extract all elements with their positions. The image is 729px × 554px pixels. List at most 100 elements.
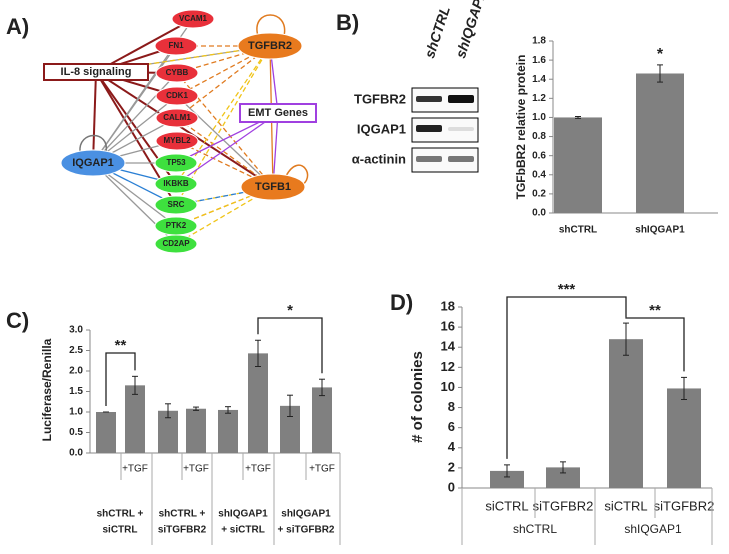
group-label: shCTRL + — [97, 509, 144, 520]
significance: ** — [115, 337, 127, 354]
panel-label: A) — [6, 14, 29, 39]
network-box — [43, 63, 149, 81]
bar — [609, 339, 643, 488]
y-tick-label: 16 — [441, 319, 455, 334]
significance-bracket — [105, 352, 136, 406]
network-node — [237, 32, 303, 60]
network-label: IQGAP1 — [72, 157, 114, 169]
network-label: FN1 — [168, 41, 184, 50]
network-label: PTK2 — [166, 221, 187, 230]
significance-bracket — [506, 296, 627, 459]
y-tick-label: 0.6 — [532, 150, 546, 161]
y-tick-label: 1.6 — [532, 55, 546, 66]
y-tick-label: 14 — [441, 339, 456, 354]
network-node — [154, 234, 198, 254]
network-box — [239, 103, 317, 123]
x-tick-label: +TGF — [309, 464, 335, 475]
y-tick-label: 2.5 — [69, 345, 83, 356]
network-edge — [175, 112, 279, 185]
y-tick-label: 1.0 — [69, 407, 83, 418]
blot-band — [448, 127, 474, 131]
y-tick-label: 1.2 — [532, 93, 546, 104]
panel-label: B) — [336, 10, 359, 35]
x-tick-label: shCTRL — [559, 225, 597, 236]
blot-column: shCTRL — [421, 4, 453, 60]
network-label: CALM1 — [163, 113, 191, 122]
network-edge — [176, 45, 271, 119]
x-tick-label: +TGF — [183, 464, 209, 475]
y-tick-label: 12 — [441, 359, 455, 374]
network-edge — [176, 95, 274, 188]
bar — [546, 467, 580, 488]
network-loop — [285, 164, 309, 187]
bar — [248, 353, 268, 453]
panel-label: C) — [6, 308, 29, 333]
x-tick-label: siTGFBR2 — [533, 498, 594, 513]
blot-band — [448, 156, 474, 162]
group-label: + siTGFBR2 — [278, 525, 335, 536]
y-tick-label: 0.4 — [532, 169, 546, 180]
y-axis-label: TGFbBR2 relative protein — [514, 55, 528, 200]
bar — [186, 408, 206, 453]
network-label: EMT Genes — [248, 107, 308, 119]
blot-row: α-actinin — [352, 151, 406, 166]
bar — [218, 409, 238, 453]
y-tick-label: 6 — [448, 419, 455, 434]
group-label: shIQGAP1 — [624, 522, 682, 536]
charts: 0.0 0.2 0.4 0.6 0.8 1.0 1.2 1.4 1.6 1.8 TGFbBR2 re… — [40, 36, 718, 545]
bar — [490, 470, 524, 488]
y-tick-label: 2 — [448, 459, 455, 474]
network-node — [171, 9, 215, 29]
y-tick-label: 18 — [441, 298, 455, 313]
bar — [158, 410, 178, 453]
blot-band — [416, 156, 442, 162]
group-label: + siCTRL — [221, 525, 265, 536]
y-tick-label: 0.8 — [532, 131, 546, 142]
y-tick-label: 0.5 — [69, 427, 83, 438]
y-tick-label: 0.0 — [532, 208, 546, 219]
significance: *** — [558, 281, 576, 298]
group-label: shCTRL — [513, 522, 557, 536]
bar — [554, 117, 602, 213]
group-label: siTGFBR2 — [158, 525, 207, 536]
network-edge — [92, 71, 97, 164]
y-tick-label: 1.4 — [532, 74, 546, 85]
network-node — [154, 153, 198, 173]
y-tick-label: 0.0 — [69, 448, 83, 459]
network-node — [155, 131, 199, 151]
y-tick-label: 3.0 — [69, 325, 83, 336]
network-edge — [92, 45, 177, 164]
significance-bracket — [257, 317, 323, 374]
network-label: CDK1 — [166, 91, 188, 100]
network-label: TP53 — [166, 158, 186, 167]
network-label: SRC — [168, 200, 185, 209]
network-loop — [79, 134, 107, 153]
network-label: TGFB1 — [255, 181, 291, 193]
blot-band — [448, 95, 474, 103]
bar — [96, 412, 116, 453]
network-label: IL-8 signaling — [61, 66, 132, 78]
blot-row: IQGAP1 — [357, 121, 406, 136]
y-axis-label: Luciferase/Renilla — [40, 338, 54, 441]
network-node — [155, 63, 199, 83]
panel-label: D) — [390, 290, 413, 315]
network-node — [154, 195, 198, 215]
y-tick-label: 0 — [448, 479, 455, 494]
network-label: VCAM1 — [179, 14, 208, 23]
network-node — [155, 86, 199, 106]
y-tick-label: 1.0 — [532, 112, 546, 123]
bar — [280, 405, 300, 453]
blot-band — [416, 96, 442, 102]
group-label: siCTRL — [103, 525, 138, 536]
x-tick-label: shIQGAP1 — [635, 225, 685, 236]
significance: * — [287, 302, 293, 319]
blot-column: shIQGAP1 — [452, 0, 489, 60]
significance-bracket — [625, 317, 685, 372]
x-tick-label: siCTRL — [485, 498, 528, 513]
y-tick-label: 1.8 — [532, 36, 546, 47]
bar — [125, 385, 145, 453]
network-nodes: VCAM1 FN1 CYBB CDK1 CALM1 MYBL2 TP53 IKBKB SRC PT… — [43, 9, 317, 254]
network-loop — [256, 14, 286, 37]
western-blot: shCTRL shIQGAP1 TGFBR2 IQGAP1 α-actinin — [352, 0, 489, 173]
